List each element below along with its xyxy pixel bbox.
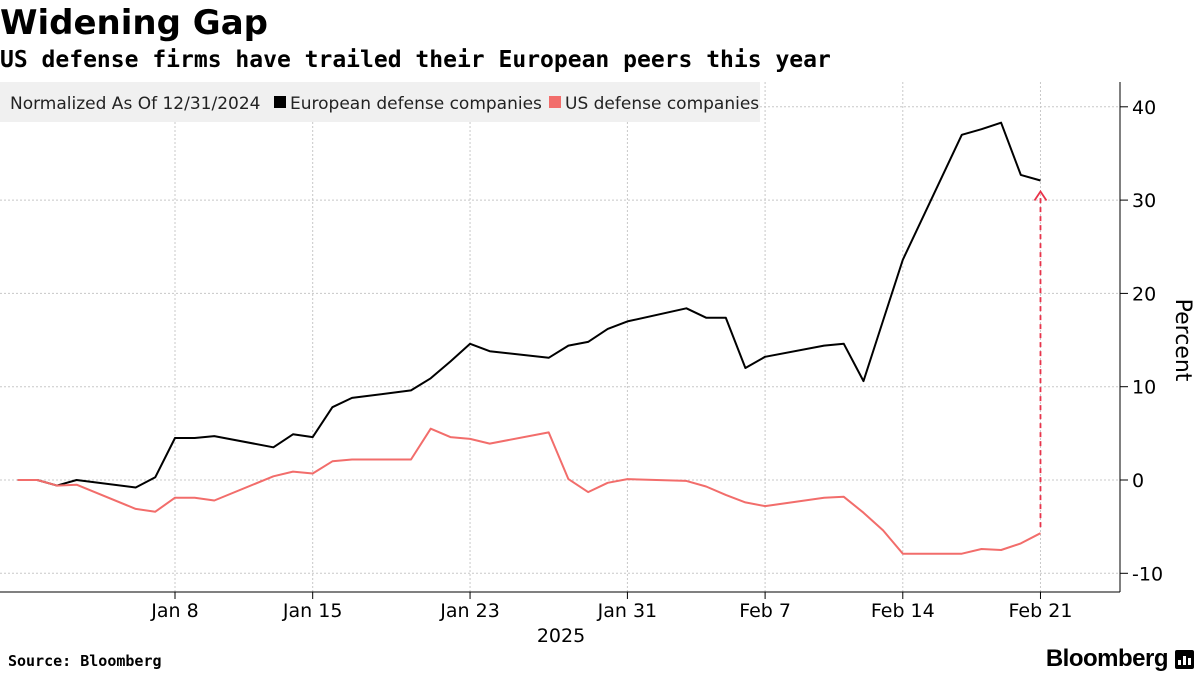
y-tick-label: 20 — [1132, 283, 1156, 305]
x-tick-label: Feb 21 — [1009, 600, 1073, 622]
grid-lines — [0, 82, 1120, 592]
chart-subtitle: US defense firms have trailed their Euro… — [0, 47, 831, 73]
axes: -10 0 10 20 30 40 Jan 8 Jan 15 Jan 23 Jan 31 Feb 7… — [0, 82, 1195, 647]
x-tick-label: Jan 31 — [597, 600, 658, 622]
x-tick-label: Jan 23 — [439, 600, 500, 622]
legend-entry: European defense companies — [290, 94, 542, 114]
european-defense-line — [17, 121, 1041, 489]
x-tick-label: Feb 7 — [739, 600, 791, 622]
gap-arrow-head — [1033, 189, 1048, 202]
x-tick-label: Jan 15 — [282, 600, 343, 622]
series-lines — [17, 121, 1041, 555]
y-tick-label: 30 — [1132, 190, 1156, 212]
y-tick-label: 10 — [1132, 377, 1156, 399]
chart-title: Widening Gap — [0, 3, 268, 43]
y-axis-label: Percent — [1170, 299, 1195, 382]
x-tick-label: Jan 8 — [150, 600, 198, 622]
legend-note: Normalized As Of 12/31/2024 — [10, 94, 260, 114]
legend-swatch — [274, 96, 286, 108]
legend-background — [0, 82, 760, 122]
bloomberg-bars-icon — [1175, 650, 1194, 669]
gap-arrow — [1033, 189, 1048, 528]
y-tick-label: 40 — [1132, 97, 1156, 119]
x-tick-label: Feb 14 — [871, 600, 935, 622]
bloomberg-logo: Bloomberg — [1045, 645, 1169, 672]
legend: Normalized As Of 12/31/2024 European defe… — [0, 82, 760, 122]
y-tick-label: -10 — [1132, 563, 1163, 585]
legend-entry: US defense companies — [565, 94, 759, 114]
source-note: Source: Bloomberg — [8, 652, 162, 670]
x-year-label: 2025 — [537, 625, 585, 647]
us-defense-line — [17, 427, 1041, 555]
legend-swatch — [549, 96, 561, 108]
y-tick-label: 0 — [1132, 470, 1144, 492]
